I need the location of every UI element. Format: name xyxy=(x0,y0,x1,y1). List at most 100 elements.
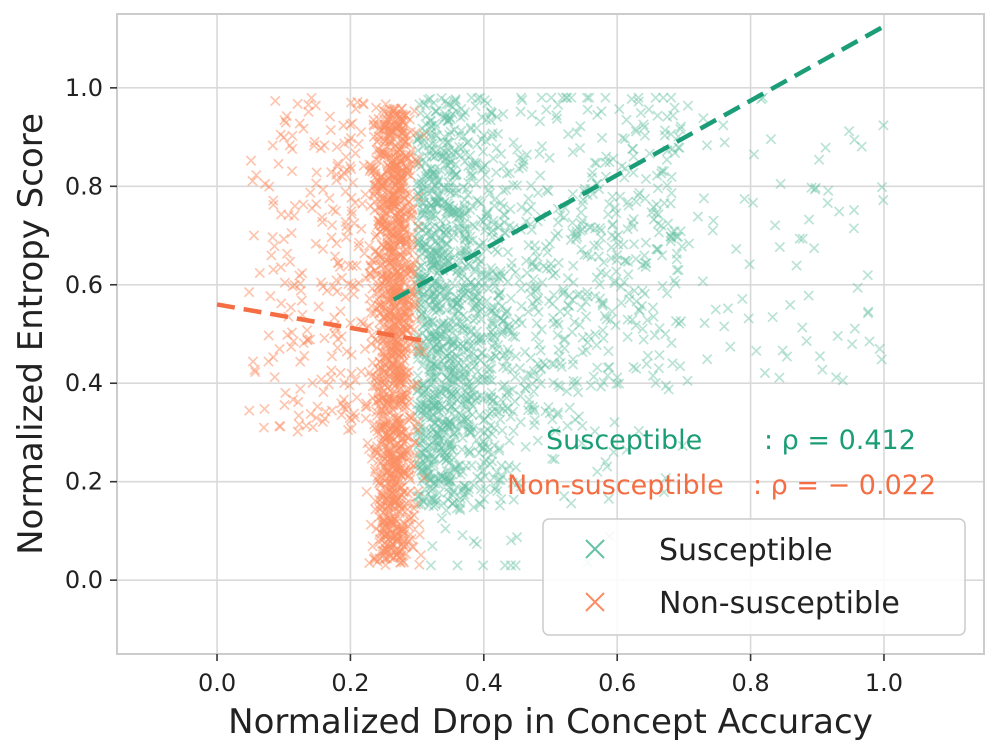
point-susceptible xyxy=(424,264,435,275)
point-susceptible xyxy=(453,305,465,317)
point-susceptible xyxy=(427,280,438,291)
point-susceptible xyxy=(507,477,518,488)
point-susceptible xyxy=(485,262,497,274)
point-susceptible xyxy=(439,380,451,391)
point-susceptible xyxy=(582,291,594,302)
point-susceptible xyxy=(429,259,441,270)
point-susceptible xyxy=(426,442,437,453)
point-non-susceptible xyxy=(311,412,322,423)
point-susceptible xyxy=(667,110,679,121)
point-non-susceptible xyxy=(395,304,406,315)
point-susceptible xyxy=(774,241,786,253)
point-non-susceptible xyxy=(399,541,410,553)
point-susceptible xyxy=(453,225,465,237)
point-susceptible xyxy=(549,359,560,370)
point-susceptible xyxy=(436,319,447,330)
point-susceptible xyxy=(424,93,436,104)
point-susceptible xyxy=(547,453,558,464)
point-non-susceptible xyxy=(366,338,377,350)
point-susceptible xyxy=(589,240,600,252)
point-susceptible xyxy=(507,406,519,417)
point-susceptible xyxy=(497,324,509,335)
point-non-susceptible xyxy=(401,384,412,395)
point-susceptible xyxy=(428,294,440,305)
point-susceptible xyxy=(450,159,461,170)
point-susceptible xyxy=(627,314,638,326)
point-susceptible xyxy=(440,256,452,267)
point-susceptible xyxy=(803,290,814,301)
point-non-susceptible xyxy=(316,212,328,223)
point-non-susceptible xyxy=(386,487,398,498)
point-susceptible xyxy=(569,316,580,328)
point-susceptible xyxy=(455,103,467,115)
point-susceptible xyxy=(652,244,664,255)
point-susceptible xyxy=(568,277,579,288)
point-susceptible xyxy=(429,495,441,507)
point-susceptible xyxy=(667,143,678,155)
point-susceptible xyxy=(424,174,435,185)
point-susceptible xyxy=(430,361,442,372)
point-non-susceptible xyxy=(284,140,295,151)
point-susceptible xyxy=(484,369,495,380)
point-susceptible xyxy=(444,476,455,488)
point-susceptible xyxy=(576,244,587,255)
point-non-susceptible xyxy=(367,255,379,266)
point-susceptible xyxy=(501,184,512,195)
point-susceptible xyxy=(508,494,519,505)
point-susceptible xyxy=(537,357,549,368)
point-non-susceptible xyxy=(401,129,412,141)
point-non-susceptible xyxy=(338,394,350,405)
point-susceptible xyxy=(605,314,616,326)
point-susceptible xyxy=(428,174,440,186)
point-susceptible xyxy=(447,206,458,217)
point-non-susceptible xyxy=(279,399,290,411)
point-susceptible xyxy=(462,189,474,200)
point-susceptible xyxy=(636,300,648,312)
point-non-susceptible xyxy=(386,478,397,490)
point-susceptible xyxy=(507,364,518,375)
point-susceptible xyxy=(442,476,453,487)
point-susceptible xyxy=(475,390,487,401)
point-susceptible xyxy=(415,313,427,324)
point-susceptible xyxy=(610,320,621,331)
point-susceptible xyxy=(444,169,456,181)
point-susceptible xyxy=(600,151,612,162)
point-susceptible xyxy=(462,324,473,335)
point-susceptible xyxy=(862,269,873,281)
point-susceptible xyxy=(462,344,474,355)
point-susceptible xyxy=(658,92,669,103)
point-susceptible xyxy=(427,259,439,271)
point-susceptible xyxy=(502,403,514,414)
point-susceptible xyxy=(527,258,538,270)
point-susceptible xyxy=(428,97,439,109)
point-susceptible xyxy=(673,264,684,276)
point-susceptible xyxy=(654,349,665,361)
point-susceptible xyxy=(420,118,431,130)
point-susceptible xyxy=(553,344,564,355)
point-susceptible xyxy=(442,201,454,212)
point-susceptible xyxy=(437,284,448,296)
correlation-label-susceptible: Susceptible xyxy=(546,425,702,456)
point-susceptible xyxy=(495,394,507,405)
point-susceptible xyxy=(529,240,540,251)
point-susceptible xyxy=(427,540,438,552)
point-susceptible xyxy=(470,374,482,385)
point-non-susceptible xyxy=(254,267,266,279)
point-non-susceptible xyxy=(374,356,385,368)
point-susceptible xyxy=(511,180,523,191)
legend: Susceptible Non-susceptible xyxy=(542,518,966,636)
point-susceptible xyxy=(517,161,528,172)
point-susceptible xyxy=(504,347,515,359)
point-non-susceptible xyxy=(395,236,406,247)
point-susceptible xyxy=(602,370,613,381)
point-susceptible xyxy=(458,363,469,374)
point-susceptible xyxy=(486,131,498,142)
point-non-susceptible xyxy=(402,268,413,280)
point-susceptible xyxy=(622,223,633,235)
point-susceptible xyxy=(504,220,515,232)
point-susceptible xyxy=(529,302,541,313)
point-non-susceptible xyxy=(332,333,344,345)
point-susceptible xyxy=(426,316,437,328)
point-susceptible xyxy=(417,321,428,332)
point-susceptible xyxy=(463,177,474,188)
